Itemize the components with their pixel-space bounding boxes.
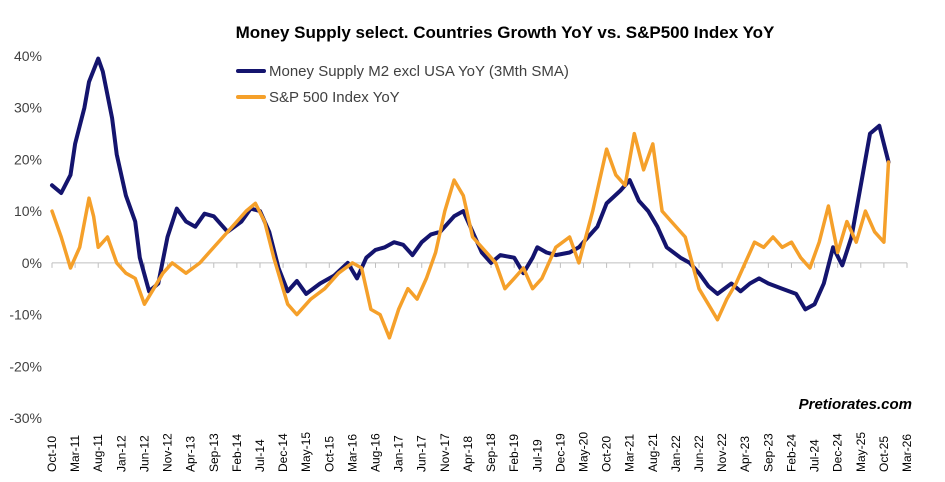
x-tick-label: May-20	[576, 432, 590, 472]
y-axis: -30% -20% -10% 0% 10% 20% 30% 40%	[9, 48, 42, 426]
x-tick-label: Jun-17	[415, 435, 429, 472]
watermark: Pretiorates.com	[799, 396, 912, 413]
x-tick-label: Mar-26	[900, 434, 914, 472]
x-tick-label: Feb-24	[784, 434, 798, 472]
x-tick-label: Apr-18	[461, 436, 475, 472]
y-tick-label: 10%	[14, 203, 42, 219]
x-tick-label: Aug-16	[369, 433, 383, 472]
x-tick-label: Mar-11	[68, 435, 82, 472]
x-tick-label: Sep-18	[484, 433, 498, 472]
x-tick-label: Jan-12	[114, 435, 128, 472]
x-tick-label: Mar-16	[345, 434, 359, 472]
x-tick-label: Jul-19	[530, 439, 544, 472]
x-tick-label: Aug-21	[646, 433, 660, 472]
chart-title: Money Supply select. Countries Growth Yo…	[236, 23, 775, 42]
x-tick-label: Apr-23	[738, 436, 752, 472]
x-tick-label: Oct-20	[600, 436, 614, 472]
x-tick-label: Oct-15	[322, 436, 336, 472]
x-axis: Oct-10 Mar-11 Aug-11 Jan-12 Jun-12 Nov-12 Apr-…	[45, 262, 914, 472]
legend-label: S&P 500 Index YoY	[269, 89, 400, 106]
x-tick-label: Oct-10	[45, 436, 59, 472]
y-tick-label: 40%	[14, 48, 42, 64]
x-tick-label: Aug-11	[91, 434, 105, 472]
x-tick-label: Sep-23	[761, 433, 775, 472]
series-line-sp500	[50, 131, 891, 340]
x-tick-label: Jan-22	[669, 435, 683, 472]
x-tick-label: Feb-14	[230, 434, 244, 472]
x-tick-label: Nov-22	[715, 433, 729, 472]
x-tick-label: Nov-17	[438, 433, 452, 472]
x-tick-label: Mar-21	[623, 434, 637, 472]
x-tick-label: Nov-12	[161, 433, 175, 472]
legend: Money Supply M2 excl USA YoY (3Mth SMA) S…	[236, 63, 569, 106]
y-tick-label: 0%	[22, 255, 42, 271]
x-tick-label: Jul-14	[253, 439, 267, 472]
plot-area	[50, 56, 891, 340]
y-tick-label: -30%	[9, 410, 42, 426]
y-tick-label: -20%	[9, 358, 42, 374]
x-tick-label: May-15	[299, 432, 313, 472]
x-tick-label: May-25	[854, 432, 868, 472]
x-tick-label: Feb-19	[507, 434, 521, 472]
x-tick-label: Jun-22	[692, 435, 706, 472]
x-tick-label: Dec-14	[276, 433, 290, 472]
x-tick-label: Sep-13	[207, 433, 221, 472]
x-tick-label: Oct-25	[877, 436, 891, 472]
x-tick-label: Dec-19	[553, 433, 567, 472]
x-tick-label: Apr-13	[184, 436, 198, 472]
x-tick-label: Jul-24	[808, 439, 822, 472]
x-tick-label: Jun-12	[137, 435, 151, 472]
series-line-money-supply	[50, 56, 891, 312]
x-tick-label: Dec-24	[831, 433, 845, 472]
y-tick-label: -10%	[9, 307, 42, 323]
y-tick-label: 30%	[14, 100, 42, 116]
x-tick-label: Jan-17	[392, 435, 406, 472]
y-tick-label: 20%	[14, 151, 42, 167]
legend-label: Money Supply M2 excl USA YoY (3Mth SMA)	[269, 63, 569, 80]
